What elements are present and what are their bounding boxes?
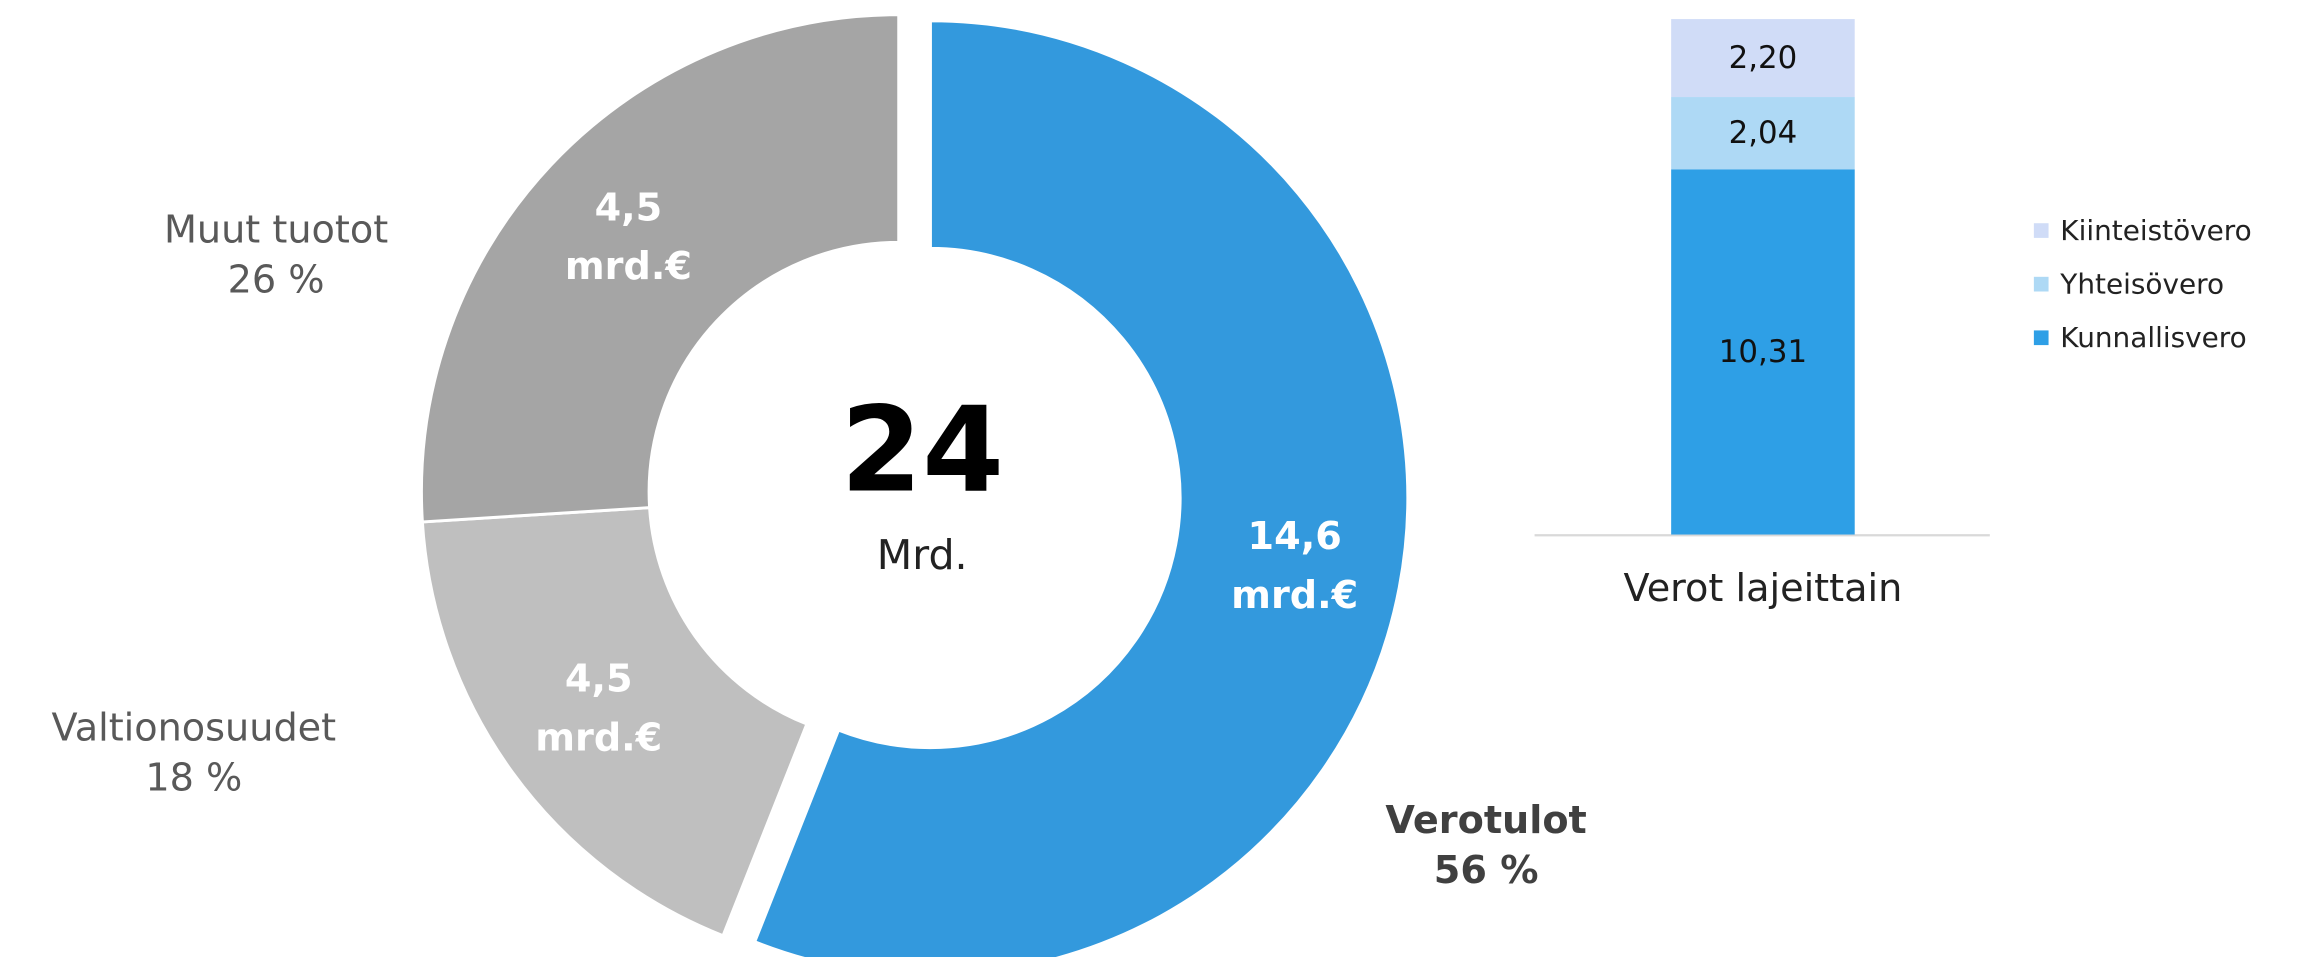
percent-label: 26 %	[228, 258, 325, 302]
percent-label: 18 %	[145, 756, 242, 800]
donut-segment	[420, 13, 901, 524]
bar-value-label: 2,04	[1729, 115, 1798, 151]
category-label: Valtionosuudet	[52, 706, 337, 750]
donut-segment	[420, 506, 809, 938]
amount-label: 4,5 mrd.€	[535, 658, 663, 762]
amount-label: 4,5 mrd.€	[564, 186, 692, 290]
bar-segment	[1671, 19, 1855, 98]
category-label: Muut tuotot	[164, 209, 388, 253]
total-value: 24	[840, 381, 1003, 518]
percent-label: 56 %	[1434, 849, 1539, 893]
legend-swatch	[2033, 276, 2049, 292]
legend-swatch	[2033, 223, 2049, 238]
amount-label: 14,6 mrd.€	[1231, 516, 1359, 619]
legend-label: Kiinteistövero	[2060, 214, 2251, 247]
bar-segment	[1671, 169, 1855, 535]
category-label: Verotulot	[1385, 799, 1586, 843]
bar-value-label: 2,20	[1729, 40, 1798, 76]
bar-value-label: 10,31	[1719, 334, 1807, 370]
legend-label: Kunnallisvero	[2060, 321, 2246, 354]
legend-swatch	[2033, 330, 2049, 346]
total-label: Mrd.	[877, 531, 968, 579]
donut-segment	[752, 19, 1410, 957]
x-category-label: Verot lajeittain	[1624, 567, 1903, 611]
bar-segment	[1671, 97, 1855, 170]
legend-label: Yhteisövero	[2059, 268, 2224, 301]
